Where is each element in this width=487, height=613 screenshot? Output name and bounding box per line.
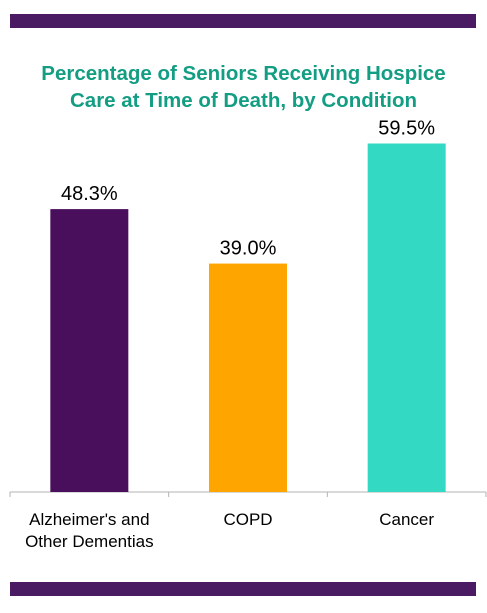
- top-accent-band: [10, 14, 476, 28]
- chart-title: Percentage of Seniors Receiving Hospice …: [0, 60, 487, 114]
- bar: [50, 209, 129, 492]
- chart-title-line-1: Percentage of Seniors Receiving Hospice: [41, 62, 446, 85]
- chart-title-line-2: Care at Time of Death, by Condition: [69, 89, 418, 112]
- x-tick-label: Other Dementias: [25, 532, 154, 551]
- x-tick-label: COPD: [223, 510, 272, 529]
- bar: [209, 263, 287, 492]
- data-label: 39.0%: [220, 238, 277, 260]
- data-label: 59.5%: [378, 118, 435, 140]
- bar: [367, 143, 446, 492]
- bottom-accent-band: [10, 582, 476, 596]
- x-tick-label: Alzheimer's and: [29, 510, 149, 529]
- data-label: 48.3%: [61, 183, 118, 205]
- x-tick-label: Cancer: [379, 510, 434, 529]
